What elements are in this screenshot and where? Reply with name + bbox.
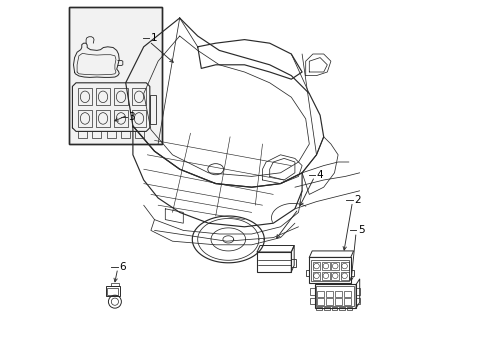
- Bar: [321, 262, 329, 270]
- Bar: [339, 307, 344, 310]
- Bar: [135, 131, 144, 138]
- Bar: [96, 88, 110, 105]
- Text: 3: 3: [128, 112, 135, 122]
- Bar: [330, 272, 339, 280]
- Text: 5: 5: [357, 225, 364, 235]
- Bar: [325, 291, 333, 297]
- Bar: [149, 95, 156, 124]
- Text: 4: 4: [316, 170, 323, 180]
- Bar: [114, 88, 128, 105]
- Bar: [340, 262, 348, 270]
- Bar: [291, 259, 295, 267]
- Bar: [310, 288, 314, 295]
- Bar: [69, 7, 162, 144]
- Bar: [311, 260, 348, 281]
- Bar: [324, 307, 329, 310]
- Bar: [344, 298, 351, 305]
- Bar: [314, 284, 355, 308]
- Bar: [316, 286, 354, 306]
- Bar: [330, 262, 339, 270]
- Bar: [350, 270, 354, 276]
- Bar: [310, 298, 314, 304]
- Bar: [110, 283, 119, 286]
- Bar: [312, 272, 320, 280]
- Bar: [106, 286, 120, 296]
- Bar: [257, 252, 291, 272]
- Bar: [335, 298, 342, 305]
- Bar: [355, 288, 360, 295]
- Bar: [132, 110, 146, 127]
- Bar: [331, 307, 337, 310]
- Bar: [121, 131, 130, 138]
- Bar: [317, 291, 324, 297]
- Bar: [305, 270, 309, 276]
- Bar: [355, 298, 360, 304]
- Bar: [344, 291, 351, 297]
- Bar: [96, 110, 110, 127]
- Bar: [340, 272, 348, 280]
- Bar: [92, 131, 101, 138]
- Text: 6: 6: [119, 262, 125, 272]
- Bar: [78, 110, 92, 127]
- Bar: [107, 288, 118, 295]
- Bar: [317, 298, 324, 305]
- Bar: [335, 291, 342, 297]
- Bar: [321, 272, 329, 280]
- Bar: [312, 262, 320, 270]
- Bar: [325, 298, 333, 305]
- Bar: [132, 88, 146, 105]
- Bar: [78, 88, 92, 105]
- Bar: [309, 257, 350, 283]
- Text: 2: 2: [354, 195, 360, 205]
- Bar: [316, 307, 322, 310]
- Bar: [78, 131, 87, 138]
- Bar: [114, 110, 128, 127]
- Bar: [69, 7, 162, 144]
- Bar: [346, 307, 352, 310]
- Bar: [106, 131, 115, 138]
- Text: 1: 1: [151, 33, 157, 43]
